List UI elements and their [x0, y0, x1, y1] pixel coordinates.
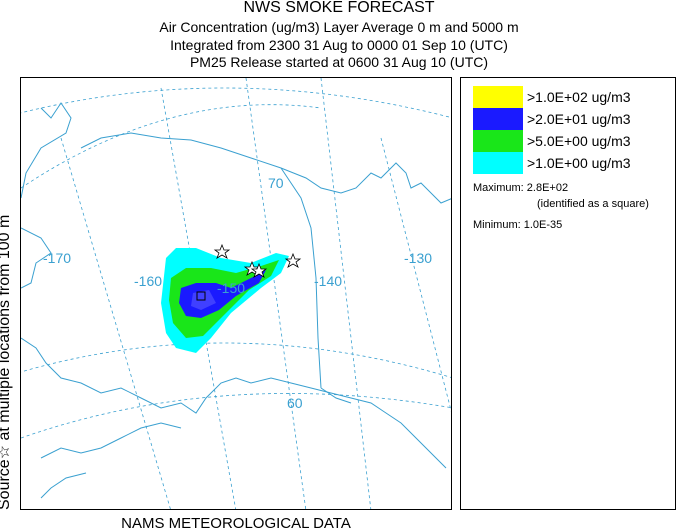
lon-label: -150	[217, 280, 245, 296]
lon-label: -130	[404, 250, 432, 266]
maximum-square-icon	[196, 291, 206, 301]
legend-swatch-1	[473, 86, 523, 108]
legend-maximum: Maximum: 2.8E+02	[473, 182, 569, 194]
legend-maximum-note: (identified as a square)	[537, 198, 649, 210]
legend-label-4: >1.0E+00 ug/m3	[527, 155, 631, 171]
legend-label-2: >2.0E+01 ug/m3	[527, 111, 631, 127]
source-markers	[213, 243, 302, 278]
lon-label: -160	[134, 273, 162, 289]
source-side-label: Source☆ at multiple locations from 100 m	[0, 215, 13, 510]
legend-label-1: >1.0E+02 ug/m3	[527, 89, 631, 105]
coastline	[21, 102, 451, 499]
lat-label: 60	[287, 395, 303, 411]
lat-label: 70	[268, 175, 284, 191]
subtitle-integration: Integrated from 2300 31 Aug to 0000 01 S…	[170, 37, 508, 53]
map-title: NWS SMOKE FORECAST	[243, 0, 435, 16]
legend-swatch-2	[473, 108, 523, 130]
legend-swatch-4	[473, 152, 523, 174]
footer-data-source: NAMS METEOROLOGICAL DATA	[121, 515, 351, 532]
subtitle-concentration: Air Concentration (ug/m3) Layer Average …	[159, 19, 519, 35]
legend-swatch-3	[473, 130, 523, 152]
lon-label: -140	[314, 273, 342, 289]
map-canvas: -170 -160 -150 -140 -130 70 60	[21, 78, 451, 509]
legend-panel: >1.0E+02 ug/m3 >2.0E+01 ug/m3 >5.0E+00 u…	[460, 77, 676, 510]
graticule	[21, 78, 451, 509]
source-star-icon	[250, 262, 268, 278]
subtitle-release: PM25 Release started at 0600 31 Aug 10 (…	[189, 54, 489, 70]
map-panel: -170 -160 -150 -140 -130 70 60	[20, 77, 452, 510]
source-star-icon	[284, 252, 302, 268]
graticule-labels: -170 -160 -150 -140 -130 70 60	[43, 175, 432, 411]
lon-label: -170	[43, 250, 71, 266]
source-star-icon	[213, 243, 231, 259]
legend-label-3: >5.0E+00 ug/m3	[527, 133, 631, 149]
legend-minimum: Minimum: 1.0E-35	[473, 219, 563, 231]
smoke-plume	[161, 248, 289, 353]
